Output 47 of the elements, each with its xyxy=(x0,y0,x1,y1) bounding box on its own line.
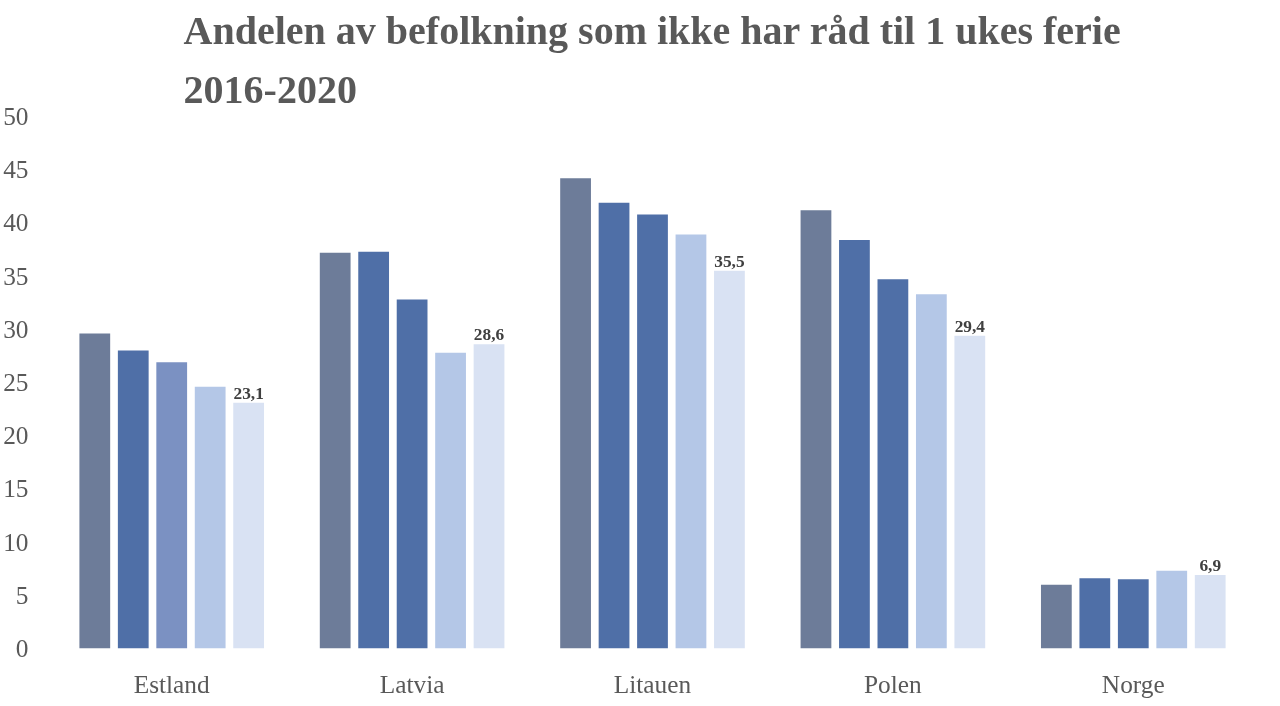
bar xyxy=(877,279,909,649)
bar xyxy=(800,210,832,649)
bar xyxy=(156,362,188,649)
y-tick-label: 20 xyxy=(3,421,29,450)
y-tick-label: 45 xyxy=(3,155,29,184)
data-label: 23,1 xyxy=(233,383,264,403)
x-tick-label: Litauen xyxy=(613,669,692,698)
bar xyxy=(1156,570,1188,649)
bar xyxy=(915,294,947,649)
bar xyxy=(1079,578,1111,649)
bar xyxy=(396,299,428,649)
data-label: 35,5 xyxy=(714,251,745,271)
x-tick-label: Estland xyxy=(133,669,211,698)
bar xyxy=(560,178,591,649)
y-tick-label: 10 xyxy=(3,527,29,556)
bar xyxy=(435,352,466,649)
y-tick-label: 40 xyxy=(3,208,29,237)
y-tick-label: 50 xyxy=(3,102,29,130)
bar xyxy=(637,214,668,649)
bar xyxy=(233,402,265,649)
y-tick-label: 30 xyxy=(3,314,29,343)
y-tick-label: 15 xyxy=(3,474,29,503)
bar xyxy=(839,239,870,649)
y-tick-label: 5 xyxy=(15,580,29,609)
bar xyxy=(598,202,630,649)
bar xyxy=(79,333,111,649)
y-tick-label: 35 xyxy=(3,261,29,290)
bar xyxy=(954,335,986,649)
bar xyxy=(714,270,745,649)
data-label: 29,4 xyxy=(954,316,986,336)
bar xyxy=(1040,584,1072,649)
bar xyxy=(675,234,707,649)
data-label: 28,6 xyxy=(473,325,505,345)
bar xyxy=(1117,579,1149,649)
bar xyxy=(358,251,390,649)
x-tick-label: Norge xyxy=(1101,669,1165,698)
data-label: 6,9 xyxy=(1199,556,1222,576)
y-tick-label: 25 xyxy=(3,368,29,396)
bar xyxy=(117,350,149,649)
chart-title: Andelen av befolkning som ikke har råd til 1 ukes ferie 2016-2020 xyxy=(183,8,1121,112)
bar xyxy=(194,386,226,649)
bar xyxy=(319,252,351,649)
x-tick-label: Polen xyxy=(864,669,923,698)
bar xyxy=(1194,575,1226,649)
y-tick-label: 0 xyxy=(15,634,29,662)
x-tick-label: Latvia xyxy=(379,669,445,698)
bar xyxy=(473,344,505,649)
